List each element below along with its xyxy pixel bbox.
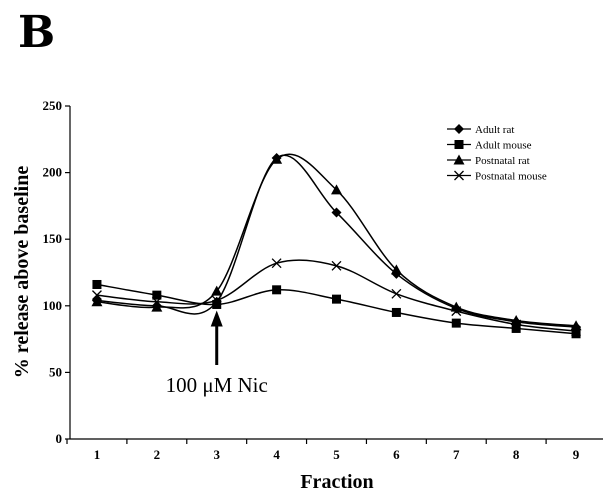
data-point-adult-mouse <box>152 290 162 300</box>
x-tick-label: 6 <box>393 447 400 462</box>
x-tick-label: 1 <box>94 447 101 462</box>
marker-stroke <box>151 296 162 307</box>
y-tick-label: 250 <box>43 98 63 113</box>
annotation: 100 μM Nic <box>166 310 268 397</box>
series-line-adult-mouse <box>96 283 577 335</box>
marker-stroke <box>451 306 462 317</box>
y-tick-label: 200 <box>43 165 63 180</box>
x-tick-label: 9 <box>573 447 580 462</box>
legend-item-postnatal-mouse: Postnatal mouse <box>447 171 547 183</box>
data-point-postnatal-rat <box>331 184 342 195</box>
data-point-postnatal-mouse <box>571 326 582 337</box>
data-point-adult-mouse <box>391 307 401 317</box>
marker-stroke <box>271 258 282 269</box>
data-point-adult-mouse <box>451 318 461 328</box>
x-tick-label: 2 <box>154 447 161 462</box>
legend-marker <box>454 124 464 134</box>
legend-marker <box>454 170 464 181</box>
series-layer <box>91 152 582 339</box>
data-point-adult-mouse <box>511 323 521 333</box>
x-tick-label: 5 <box>333 447 340 462</box>
data-point-postnatal-mouse <box>511 319 522 330</box>
y-tick-label: 150 <box>43 231 63 246</box>
data-point-postnatal-mouse <box>91 290 102 301</box>
data-point-postnatal-rat <box>91 296 103 307</box>
data-point-postnatal-mouse <box>271 258 282 269</box>
y-tick-label: 0 <box>56 431 63 446</box>
marker-stroke <box>511 319 522 330</box>
legend-item-adult-mouse: Adult mouse <box>447 140 532 152</box>
annotation-arrow-head <box>210 310 223 327</box>
data-point-adult-mouse <box>332 294 341 304</box>
data-point-postnatal-mouse <box>451 306 462 317</box>
series-adult-mouse <box>92 279 581 339</box>
data-point-postnatal-mouse <box>331 260 342 271</box>
data-point-postnatal-rat <box>271 153 283 164</box>
legend-label: Adult mouse <box>475 140 532 152</box>
legend-label: Postnatal mouse <box>475 171 547 183</box>
data-point-postnatal-mouse <box>211 295 222 306</box>
data-point-postnatal-rat <box>211 285 223 296</box>
x-axis-title: Fraction <box>300 471 373 493</box>
marker-stroke <box>391 288 402 299</box>
legend-label: Postnatal rat <box>475 155 530 167</box>
y-tick-label: 50 <box>49 364 62 379</box>
legend-item-adult-rat: Adult rat <box>447 124 514 136</box>
marker-stroke <box>571 326 582 337</box>
marker-stroke <box>211 295 222 306</box>
data-point-postnatal-mouse <box>391 288 402 299</box>
legend-marker <box>454 140 464 149</box>
marker-stroke <box>331 260 342 271</box>
axes: 0 50 100 150 200 250 1 2 3 4 5 6 7 8 9 <box>43 98 603 462</box>
data-point-postnatal-mouse <box>151 296 162 307</box>
data-point-adult-mouse <box>571 329 581 339</box>
x-tick-label: 7 <box>453 447 460 462</box>
series-line-postnatal-rat <box>96 153 577 327</box>
legend-label: Adult rat <box>475 124 514 136</box>
y-tick-label: 100 <box>43 298 63 313</box>
series-postnatal-mouse <box>91 258 582 337</box>
x-tick-label: 4 <box>273 447 280 462</box>
data-point-adult-mouse <box>212 299 222 309</box>
data-point-adult-mouse <box>272 285 282 295</box>
legend-item-postnatal-rat: Postnatal rat <box>447 154 530 167</box>
annotation-label: 100 μM Nic <box>166 373 268 397</box>
x-tick-label: 3 <box>213 447 220 462</box>
data-point-adult-rat <box>331 207 342 218</box>
panel-label: B <box>18 7 55 58</box>
marker-stroke <box>91 290 102 301</box>
x-tick-label: 8 <box>513 447 520 462</box>
series-line-adult-rat <box>96 154 577 328</box>
marker-stroke <box>454 170 464 181</box>
data-point-postnatal-rat <box>151 301 163 312</box>
legend: Adult rat Adult mouse Postnatal rat Postnat… <box>447 124 547 183</box>
data-point-adult-mouse <box>92 279 102 289</box>
y-axis-title: % release above baseline <box>11 166 33 379</box>
legend-marker <box>453 154 465 165</box>
data-point-postnatal-rat <box>390 264 402 275</box>
